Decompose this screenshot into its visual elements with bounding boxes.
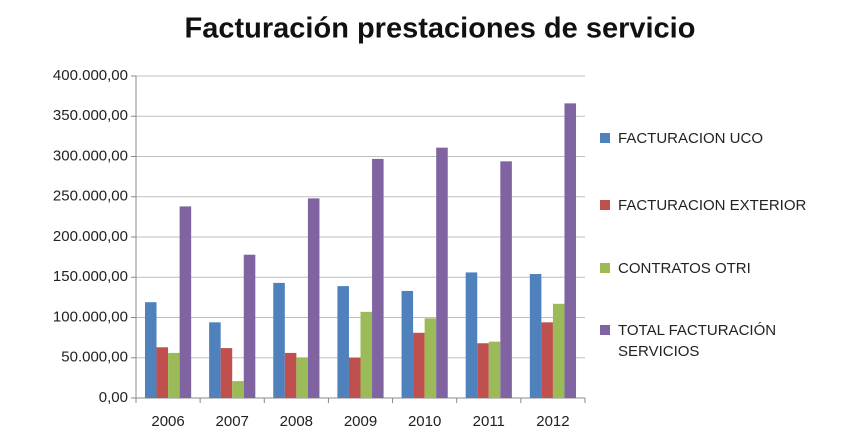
bar — [401, 290, 414, 398]
y-tick-label: 350.000,00 — [53, 107, 128, 124]
legend-item: TOTAL FACTURACIÓN SERVICIOS — [600, 320, 818, 362]
bar — [477, 343, 489, 398]
y-tick-label: 50.000,00 — [61, 349, 128, 366]
bar — [296, 357, 308, 398]
bar — [424, 318, 437, 398]
legend-swatch — [600, 325, 610, 335]
bar — [500, 161, 512, 398]
x-tick-label: 2007 — [216, 413, 249, 430]
x-tick-label: 2006 — [151, 413, 184, 430]
bar — [273, 282, 285, 398]
y-tick-label: 300.000,00 — [53, 147, 128, 164]
bar — [307, 198, 320, 398]
bar — [413, 332, 425, 398]
bar — [209, 322, 221, 398]
x-tick-label: 2010 — [408, 413, 441, 430]
bar — [372, 158, 384, 398]
y-tick-label: 250.000,00 — [53, 188, 128, 205]
bar — [144, 302, 157, 398]
x-tick-label: 2008 — [280, 413, 313, 430]
bar — [243, 254, 256, 398]
y-tick-label: 400.000,00 — [53, 67, 128, 84]
y-tick-label: 200.000,00 — [53, 228, 128, 245]
legend-label: FACTURACION EXTERIOR — [618, 197, 807, 214]
legend-swatch — [600, 133, 610, 143]
bar — [488, 341, 501, 398]
legend-label: FACTURACION UCO — [618, 130, 764, 147]
bar — [360, 311, 373, 398]
bar — [552, 303, 565, 398]
y-tick-label: 0,00 — [99, 389, 128, 406]
bar — [220, 348, 233, 398]
bar — [337, 286, 349, 398]
x-tick-label: 2012 — [536, 413, 569, 430]
x-tick-label: 2009 — [344, 413, 377, 430]
bar — [541, 322, 553, 398]
bar — [179, 206, 192, 398]
bar — [156, 347, 169, 398]
y-tick-label: 150.000,00 — [53, 268, 128, 285]
bar — [232, 381, 244, 398]
legend-label: CONTRATOS OTRI — [618, 260, 751, 277]
bar — [529, 274, 542, 398]
bar — [564, 103, 577, 399]
legend-item: FACTURACION UCO — [600, 128, 818, 149]
legend-item: FACTURACION EXTERIOR — [600, 195, 818, 216]
legend-label: TOTAL FACTURACIÓN SERVICIOS — [618, 322, 777, 360]
chart-title: Facturación prestaciones de servicio — [185, 13, 696, 45]
bar — [436, 147, 448, 398]
bar — [284, 352, 297, 398]
bar — [465, 272, 478, 398]
legend-swatch — [600, 263, 610, 273]
legend-item: CONTRATOS OTRI — [600, 258, 818, 279]
y-tick-label: 100.000,00 — [53, 308, 128, 325]
bar — [348, 357, 361, 398]
bar — [168, 352, 180, 398]
x-tick-label: 2011 — [473, 413, 505, 430]
legend-swatch — [600, 200, 610, 210]
